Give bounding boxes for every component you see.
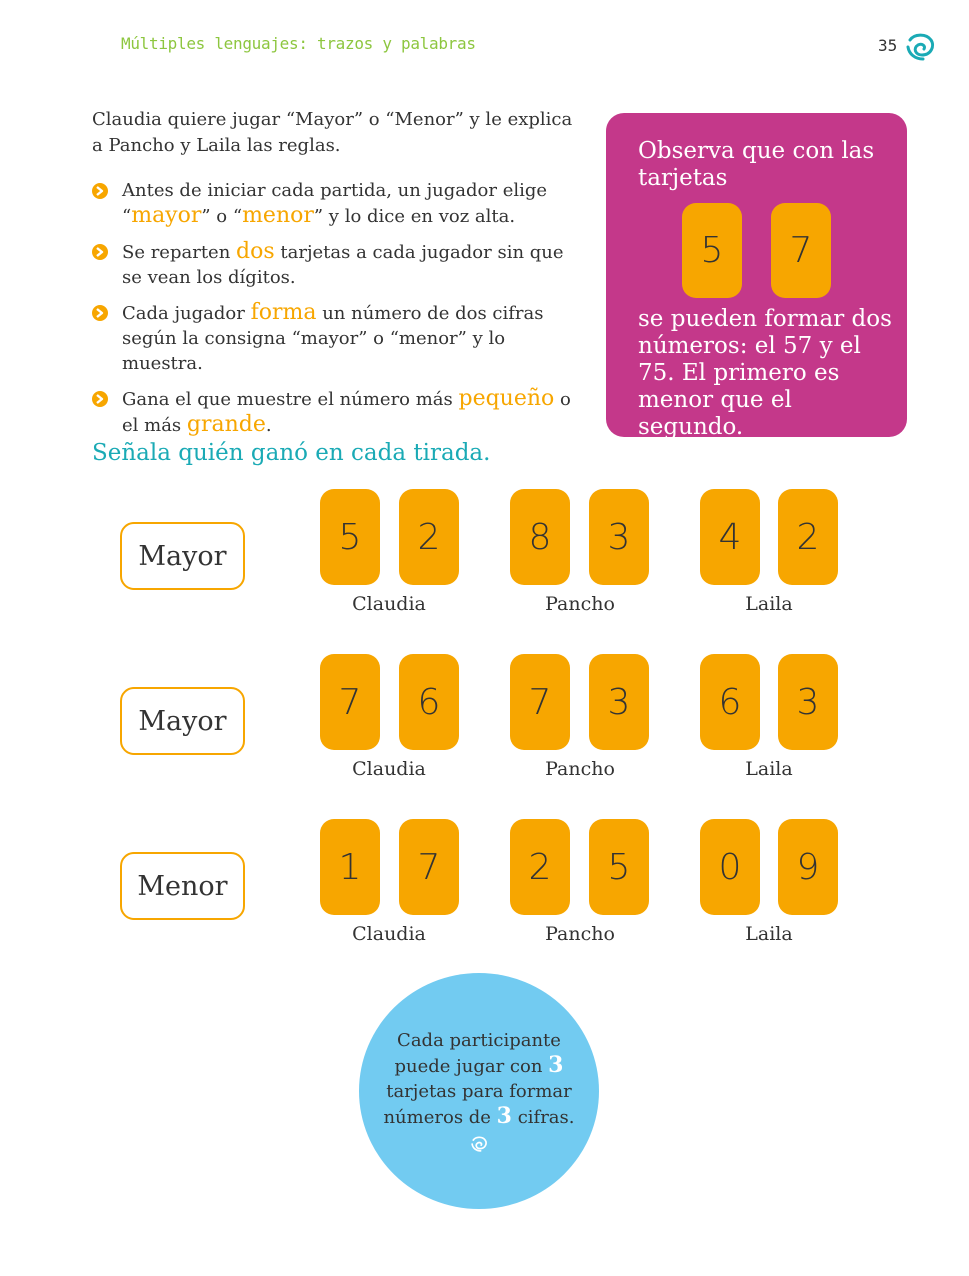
rule-text: ” y lo dice en voz alta. xyxy=(313,206,516,227)
swirl-mini-icon xyxy=(470,1135,487,1152)
rule-box: Mayor xyxy=(120,687,245,755)
rule-highlight: grande xyxy=(186,412,266,437)
digit-card: 6 xyxy=(399,654,459,750)
round-row: Menor 1 7 Claudia 2 5 Pancho 0 9 Laila xyxy=(0,819,969,959)
tip-text-part: tarjetas para formar números de xyxy=(383,1081,572,1128)
rule-highlight: menor xyxy=(242,203,314,228)
player-name: Pancho xyxy=(545,923,615,945)
digit-card: 2 xyxy=(778,489,838,585)
callout-box: Observa que con las tarjetas 5 7 se pued… xyxy=(606,113,907,440)
tip-number: 3 xyxy=(548,1052,564,1078)
digit-card: 3 xyxy=(778,654,838,750)
rule-text: o el más xyxy=(122,389,571,436)
tip-bubble: Cada participante puede jugar con 3 tarj… xyxy=(359,973,599,1209)
digit-card: 8 xyxy=(510,489,570,585)
digit-card: 3 xyxy=(589,489,649,585)
chevron-bullet-icon xyxy=(92,183,108,199)
rule-item: Se reparten dos tarjetas a cada jugador … xyxy=(92,239,582,290)
player-name: Pancho xyxy=(545,593,615,615)
digit-card: 5 xyxy=(682,203,742,298)
rule-text: Antes de iniciar cada partida, un jugado… xyxy=(122,180,548,227)
callout-bottom-text: se pueden formar dos números: el 57 y el… xyxy=(638,306,892,440)
rule-box: Mayor xyxy=(120,522,245,590)
rule-text: Cada jugador xyxy=(122,303,251,324)
rule-text: ” o “ xyxy=(201,206,243,227)
digit-card: 6 xyxy=(700,654,760,750)
swirl-logo-icon xyxy=(906,33,935,61)
intro-text: Claudia quiere jugar “Mayor” o “Menor” y… xyxy=(92,109,573,156)
digit-card: 5 xyxy=(589,819,649,915)
digit-card: 3 xyxy=(589,654,649,750)
rule-text: tarjetas a cada jugador sin que se vean … xyxy=(122,242,564,288)
chevron-bullet-icon xyxy=(92,391,108,407)
tip-number: 3 xyxy=(496,1103,512,1129)
digit-card: 9 xyxy=(778,819,838,915)
digit-card: 4 xyxy=(700,489,760,585)
tip-text: Cada participante puede jugar con 3 tarj… xyxy=(377,1028,581,1155)
rules-list: Antes de iniciar cada partida, un jugado… xyxy=(92,178,582,448)
round-row: Mayor 5 2 Claudia 8 3 Pancho 4 2 Laila xyxy=(0,489,969,629)
digit-card: 0 xyxy=(700,819,760,915)
chevron-bullet-icon xyxy=(92,305,108,321)
player-name: Claudia xyxy=(352,593,426,615)
digit-card: 7 xyxy=(399,819,459,915)
digit-card: 7 xyxy=(510,654,570,750)
player-name: Claudia xyxy=(352,923,426,945)
chevron-bullet-icon xyxy=(92,244,108,260)
instruction: Señala quién ganó en cada tirada. xyxy=(92,440,491,466)
digit-card: 2 xyxy=(510,819,570,915)
callout-top-text: Observa que con las tarjetas xyxy=(638,138,875,191)
rule-box: Menor xyxy=(120,852,245,920)
player-name: Laila xyxy=(745,758,793,780)
rule-highlight: dos xyxy=(236,239,275,264)
tip-text-part: Cada participante puede jugar con xyxy=(394,1030,561,1077)
rule-text: Se reparten xyxy=(122,242,237,263)
digit-card: 2 xyxy=(399,489,459,585)
digit-card: 7 xyxy=(320,654,380,750)
rule-item: Antes de iniciar cada partida, un jugado… xyxy=(92,178,582,229)
round-row: Mayor 7 6 Claudia 7 3 Pancho 6 3 Laila xyxy=(0,654,969,794)
rule-text: Gana el que muestre el número más xyxy=(122,389,459,410)
rule-highlight: mayor xyxy=(131,203,202,228)
page-number: 35 xyxy=(878,36,898,55)
digit-card: 7 xyxy=(771,203,831,298)
player-name: Laila xyxy=(745,923,793,945)
rule-highlight: pequeño xyxy=(458,386,555,411)
player-name: Claudia xyxy=(352,758,426,780)
rule-text: un número de dos cifras según la consign… xyxy=(122,303,544,374)
rule-item: Cada jugador forma un número de dos cifr… xyxy=(92,300,582,376)
header-title: Múltiples lenguajes: trazos y palabras xyxy=(121,34,476,53)
rule-text: . xyxy=(265,415,272,436)
tip-text-part: cifras. xyxy=(511,1107,575,1128)
player-name: Pancho xyxy=(545,758,615,780)
digit-card: 1 xyxy=(320,819,380,915)
digit-card: 5 xyxy=(320,489,380,585)
player-name: Laila xyxy=(745,593,793,615)
rule-highlight: forma xyxy=(250,300,317,325)
rule-item: Gana el que muestre el número más pequeñ… xyxy=(92,386,582,438)
